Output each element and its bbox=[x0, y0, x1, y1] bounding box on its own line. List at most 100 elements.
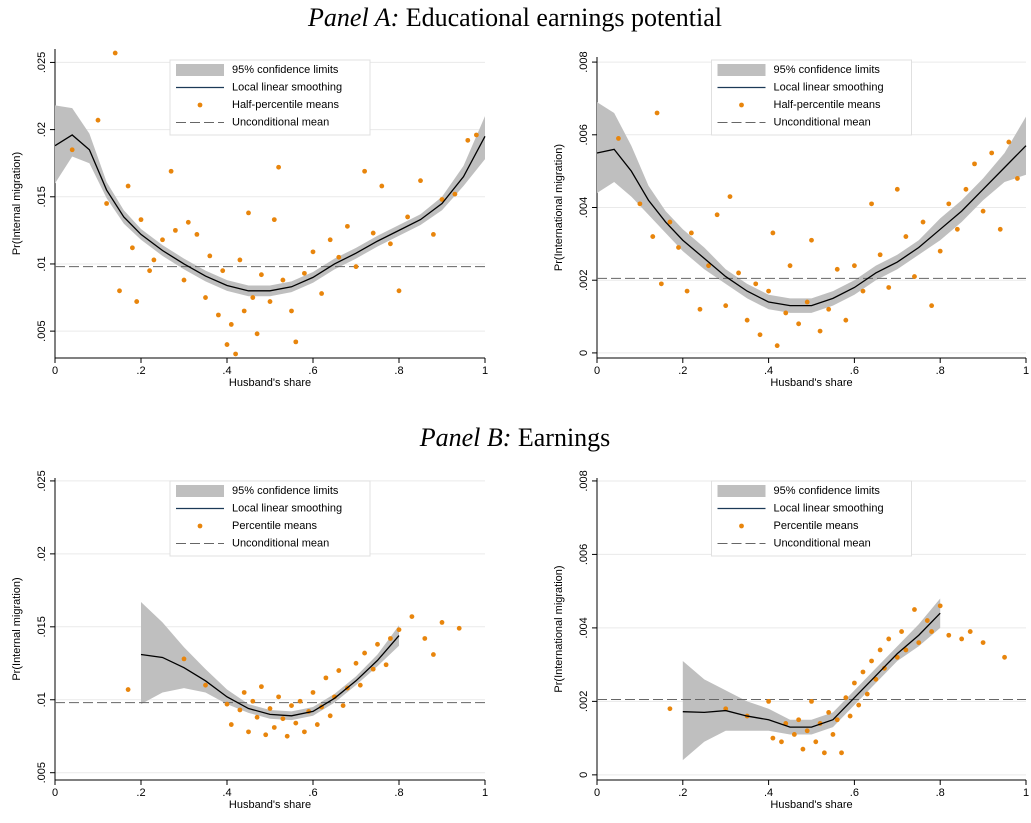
point bbox=[967, 629, 973, 634]
y-tick-label: .005 bbox=[36, 320, 48, 341]
point bbox=[804, 728, 810, 734]
point bbox=[388, 636, 393, 641]
point bbox=[744, 317, 750, 323]
point bbox=[69, 147, 75, 153]
point bbox=[997, 226, 1003, 232]
point bbox=[946, 201, 952, 207]
legend-label: Unconditional mean bbox=[774, 116, 871, 128]
point bbox=[246, 729, 251, 735]
point bbox=[276, 164, 281, 170]
point bbox=[474, 132, 479, 138]
point bbox=[289, 308, 294, 314]
x-tick-label: .6 bbox=[850, 787, 859, 799]
x-tick-label: .4 bbox=[764, 365, 773, 377]
y-tick-label: .008 bbox=[578, 51, 590, 72]
x-tick-label: 1 bbox=[1023, 787, 1029, 799]
point bbox=[250, 295, 256, 300]
y-tick-label: .025 bbox=[36, 52, 48, 73]
y-tick-label: .01 bbox=[36, 256, 48, 271]
point bbox=[912, 607, 917, 612]
point bbox=[267, 706, 273, 711]
point bbox=[327, 237, 333, 243]
y-tick-label: .008 bbox=[578, 470, 590, 491]
point bbox=[431, 652, 436, 657]
point bbox=[383, 662, 389, 668]
smooth-line bbox=[140, 635, 400, 717]
y-axis-label: Pr(Internal migration) bbox=[11, 577, 23, 680]
point bbox=[894, 654, 900, 660]
point bbox=[1002, 654, 1007, 660]
legend-swatch bbox=[197, 523, 203, 529]
point bbox=[271, 725, 277, 730]
point bbox=[873, 676, 879, 682]
point bbox=[370, 230, 376, 236]
point bbox=[916, 640, 922, 645]
panel-name: Earnings bbox=[518, 423, 610, 452]
point bbox=[263, 732, 269, 738]
point bbox=[297, 698, 303, 704]
legend-label: Local linear smoothing bbox=[232, 81, 342, 93]
y-axis-label: Pr(Internal migration) bbox=[11, 152, 23, 255]
smooth-line bbox=[54, 134, 486, 292]
confidence-band bbox=[597, 102, 1026, 313]
legend-label: Local linear smoothing bbox=[774, 502, 884, 514]
point bbox=[439, 197, 445, 202]
legend-label: 95% confidence limits bbox=[232, 485, 339, 497]
point bbox=[894, 186, 900, 192]
point bbox=[903, 647, 909, 653]
point bbox=[813, 739, 819, 745]
point bbox=[237, 707, 243, 713]
point bbox=[817, 328, 823, 334]
panel-label: Panel A: bbox=[307, 3, 399, 32]
point bbox=[228, 322, 234, 327]
point bbox=[766, 698, 771, 704]
point bbox=[168, 168, 174, 174]
point bbox=[362, 168, 367, 174]
point bbox=[207, 253, 213, 259]
point bbox=[439, 620, 445, 625]
legend-swatch bbox=[739, 523, 744, 529]
point bbox=[289, 703, 294, 708]
y-tick-label: .015 bbox=[36, 616, 48, 637]
y-tick-label: .01 bbox=[36, 692, 48, 707]
point bbox=[465, 137, 471, 143]
point bbox=[946, 632, 952, 638]
point bbox=[280, 716, 286, 722]
panel-title: Panel B: Earnings bbox=[419, 423, 611, 452]
point bbox=[920, 219, 926, 225]
x-tick-label: .4 bbox=[222, 787, 231, 799]
smooth-line bbox=[682, 612, 941, 728]
point bbox=[809, 237, 814, 243]
point bbox=[353, 660, 359, 666]
point bbox=[181, 656, 187, 662]
point bbox=[723, 303, 729, 309]
point bbox=[826, 709, 832, 715]
x-tick-label: .4 bbox=[222, 365, 231, 377]
x-tick-label: 0 bbox=[52, 787, 58, 799]
point bbox=[770, 735, 776, 741]
point bbox=[954, 226, 960, 232]
point bbox=[847, 713, 853, 719]
point bbox=[452, 191, 458, 197]
point bbox=[839, 750, 844, 756]
point bbox=[800, 746, 806, 752]
point bbox=[791, 732, 797, 737]
point bbox=[929, 629, 935, 634]
point bbox=[250, 698, 256, 704]
legend-swatch bbox=[717, 64, 766, 76]
panel-title: Panel A: Educational earnings potential bbox=[307, 3, 722, 32]
point bbox=[405, 214, 410, 220]
y-tick-label: 0 bbox=[578, 350, 590, 356]
point bbox=[241, 690, 247, 695]
x-tick-label: .6 bbox=[308, 365, 317, 377]
point bbox=[684, 288, 690, 294]
point bbox=[937, 603, 943, 609]
point bbox=[310, 690, 316, 695]
point bbox=[319, 291, 324, 296]
point bbox=[246, 210, 251, 216]
y-tick-label: .025 bbox=[36, 470, 48, 491]
legend-label: 95% confidence limits bbox=[774, 64, 881, 76]
y-axis-label: Pr(International migration) bbox=[553, 144, 565, 271]
